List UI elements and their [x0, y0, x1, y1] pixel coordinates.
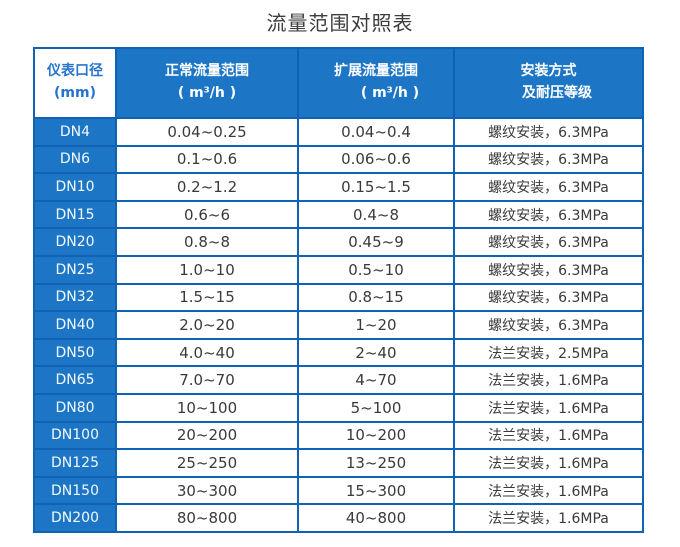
header-install-line1: 安装方式 [520, 63, 577, 80]
extended-flow-cell: 13~250 [297, 448, 455, 478]
extended-flow-cell: 40~800 [297, 503, 455, 533]
diameter-cell: DN40 [33, 310, 117, 340]
table-row: DN10 0.2~1.2 0.15~1.5 螺纹安装，6.3MPa [33, 172, 644, 202]
header-cell-install: 安装方式 及耐压等级 [453, 47, 644, 119]
install-cell: 螺纹安装，6.3MPa [453, 282, 644, 313]
header-diameter-line1: 仪表口径 [47, 63, 103, 80]
normal-flow-cell: 80~800 [115, 503, 299, 533]
table-row: DN150 30~300 15~300 法兰安装，1.6MPa [33, 475, 644, 506]
extended-flow-cell: 4~70 [297, 365, 455, 395]
normal-flow-cell: 0.6~6 [115, 199, 299, 230]
install-cell: 螺纹安装，6.3MPa [453, 254, 644, 285]
normal-flow-cell: 1.0~10 [115, 254, 299, 285]
table-row: DN25 1.0~10 0.5~10 螺纹安装，6.3MPa [33, 254, 644, 285]
extended-flow-cell: 2~40 [297, 337, 455, 368]
header-extended-flow-line1: 扩展流量范围 [334, 63, 418, 80]
table-row: DN65 7.0~70 4~70 法兰安装，1.6MPa [33, 365, 644, 395]
table-row: DN100 20~200 10~200 法兰安装，1.6MPa [33, 420, 644, 451]
table-row: DN6 0.1~0.6 0.06~0.6 螺纹安装，6.3MPa [33, 144, 644, 175]
normal-flow-cell: 0.8~8 [115, 227, 299, 257]
header-cell-normal-flow: 正常流量范围 ( m³/h ) [115, 47, 299, 119]
diameter-cell: DN100 [33, 420, 117, 451]
normal-flow-cell: 10~100 [115, 392, 299, 423]
install-cell: 螺纹安装，6.3MPa [453, 172, 644, 202]
table-row: DN80 10~100 5~100 法兰安装，1.6MPa [33, 392, 644, 423]
extended-flow-cell: 1~20 [297, 310, 455, 340]
table-row: DN125 25~250 13~250 法兰安装，1.6MPa [33, 448, 644, 478]
extended-flow-cell: 15~300 [297, 475, 455, 506]
install-cell: 法兰安装，1.6MPa [453, 448, 644, 478]
table-row: DN200 80~800 40~800 法兰安装，1.6MPa [33, 503, 644, 533]
install-cell: 螺纹安装，6.3MPa [453, 144, 644, 175]
header-cell-extended-flow: 扩展流量范围 ( m³/h ) [297, 47, 455, 119]
diameter-cell: DN65 [33, 365, 117, 395]
header-extended-flow-unit: ( m³/h ) [360, 85, 420, 101]
normal-flow-cell: 0.1~0.6 [115, 144, 299, 175]
extended-flow-cell: 5~100 [297, 392, 455, 423]
normal-flow-cell: 30~300 [115, 475, 299, 506]
table-row: DN50 4.0~40 2~40 法兰安装，2.5MPa [33, 337, 644, 368]
diameter-cell: DN15 [33, 199, 117, 230]
table-row: DN40 2.0~20 1~20 螺纹安装，6.3MPa [33, 310, 644, 340]
extended-flow-cell: 0.04~0.4 [297, 117, 455, 147]
diameter-cell: DN32 [33, 282, 117, 313]
normal-flow-cell: 2.0~20 [115, 310, 299, 340]
diameter-cell: DN125 [33, 448, 117, 478]
header-row: 仪表口径 (mm) 正常流量范围 ( m³/h ) 扩展流量范围 ( m³/h … [33, 47, 644, 119]
diameter-cell: DN4 [33, 117, 117, 147]
normal-flow-cell: 7.0~70 [115, 365, 299, 395]
header-install-line2: 及耐压等级 [522, 85, 592, 101]
diameter-cell: DN150 [33, 475, 117, 506]
extended-flow-cell: 0.45~9 [297, 227, 455, 257]
normal-flow-cell: 0.04~0.25 [115, 117, 299, 147]
diameter-cell: DN200 [33, 503, 117, 533]
install-cell: 螺纹安装，6.3MPa [453, 310, 644, 340]
diameter-cell: DN20 [33, 227, 117, 257]
extended-flow-cell: 0.4~8 [297, 199, 455, 230]
extended-flow-cell: 0.8~15 [297, 282, 455, 313]
diameter-cell: DN50 [33, 337, 117, 368]
table-row: DN4 0.04~0.25 0.04~0.4 螺纹安装，6.3MPa [33, 117, 644, 147]
install-cell: 法兰安装，1.6MPa [453, 503, 644, 533]
normal-flow-cell: 0.2~1.2 [115, 172, 299, 202]
normal-flow-cell: 1.5~15 [115, 282, 299, 313]
install-cell: 法兰安装，2.5MPa [453, 337, 644, 368]
install-cell: 螺纹安装，6.3MPa [453, 117, 644, 147]
table-row: DN20 0.8~8 0.45~9 螺纹安装，6.3MPa [33, 227, 644, 257]
install-cell: 螺纹安装，6.3MPa [453, 227, 644, 257]
diameter-cell: DN25 [33, 254, 117, 285]
table-row: DN32 1.5~15 0.8~15 螺纹安装，6.3MPa [33, 282, 644, 313]
extended-flow-cell: 0.5~10 [297, 254, 455, 285]
extended-flow-cell: 10~200 [297, 420, 455, 451]
extended-flow-cell: 0.06~0.6 [297, 144, 455, 175]
table-row: DN15 0.6~6 0.4~8 螺纹安装，6.3MPa [33, 199, 644, 230]
install-cell: 法兰安装，1.6MPa [453, 365, 644, 395]
install-cell: 法兰安装，1.6MPa [453, 392, 644, 423]
diameter-cell: DN80 [33, 392, 117, 423]
header-normal-flow-unit: ( m³/h ) [177, 85, 237, 101]
install-cell: 法兰安装，1.6MPa [453, 420, 644, 451]
install-cell: 法兰安装，1.6MPa [453, 475, 644, 506]
diameter-cell: DN10 [33, 172, 117, 202]
normal-flow-cell: 4.0~40 [115, 337, 299, 368]
flow-range-table: 仪表口径 (mm) 正常流量范围 ( m³/h ) 扩展流量范围 ( m³/h … [33, 47, 644, 533]
extended-flow-cell: 0.15~1.5 [297, 172, 455, 202]
header-diameter-line2: (mm) [54, 85, 96, 101]
header-normal-flow-line1: 正常流量范围 [165, 63, 249, 80]
normal-flow-cell: 25~250 [115, 448, 299, 478]
diameter-cell: DN6 [33, 144, 117, 175]
header-cell-diameter: 仪表口径 (mm) [33, 47, 117, 119]
install-cell: 螺纹安装，6.3MPa [453, 199, 644, 230]
normal-flow-cell: 20~200 [115, 420, 299, 451]
page-title: 流量范围对照表 [266, 11, 414, 35]
table-body: DN4 0.04~0.25 0.04~0.4 螺纹安装，6.3MPa DN6 0… [33, 117, 644, 533]
